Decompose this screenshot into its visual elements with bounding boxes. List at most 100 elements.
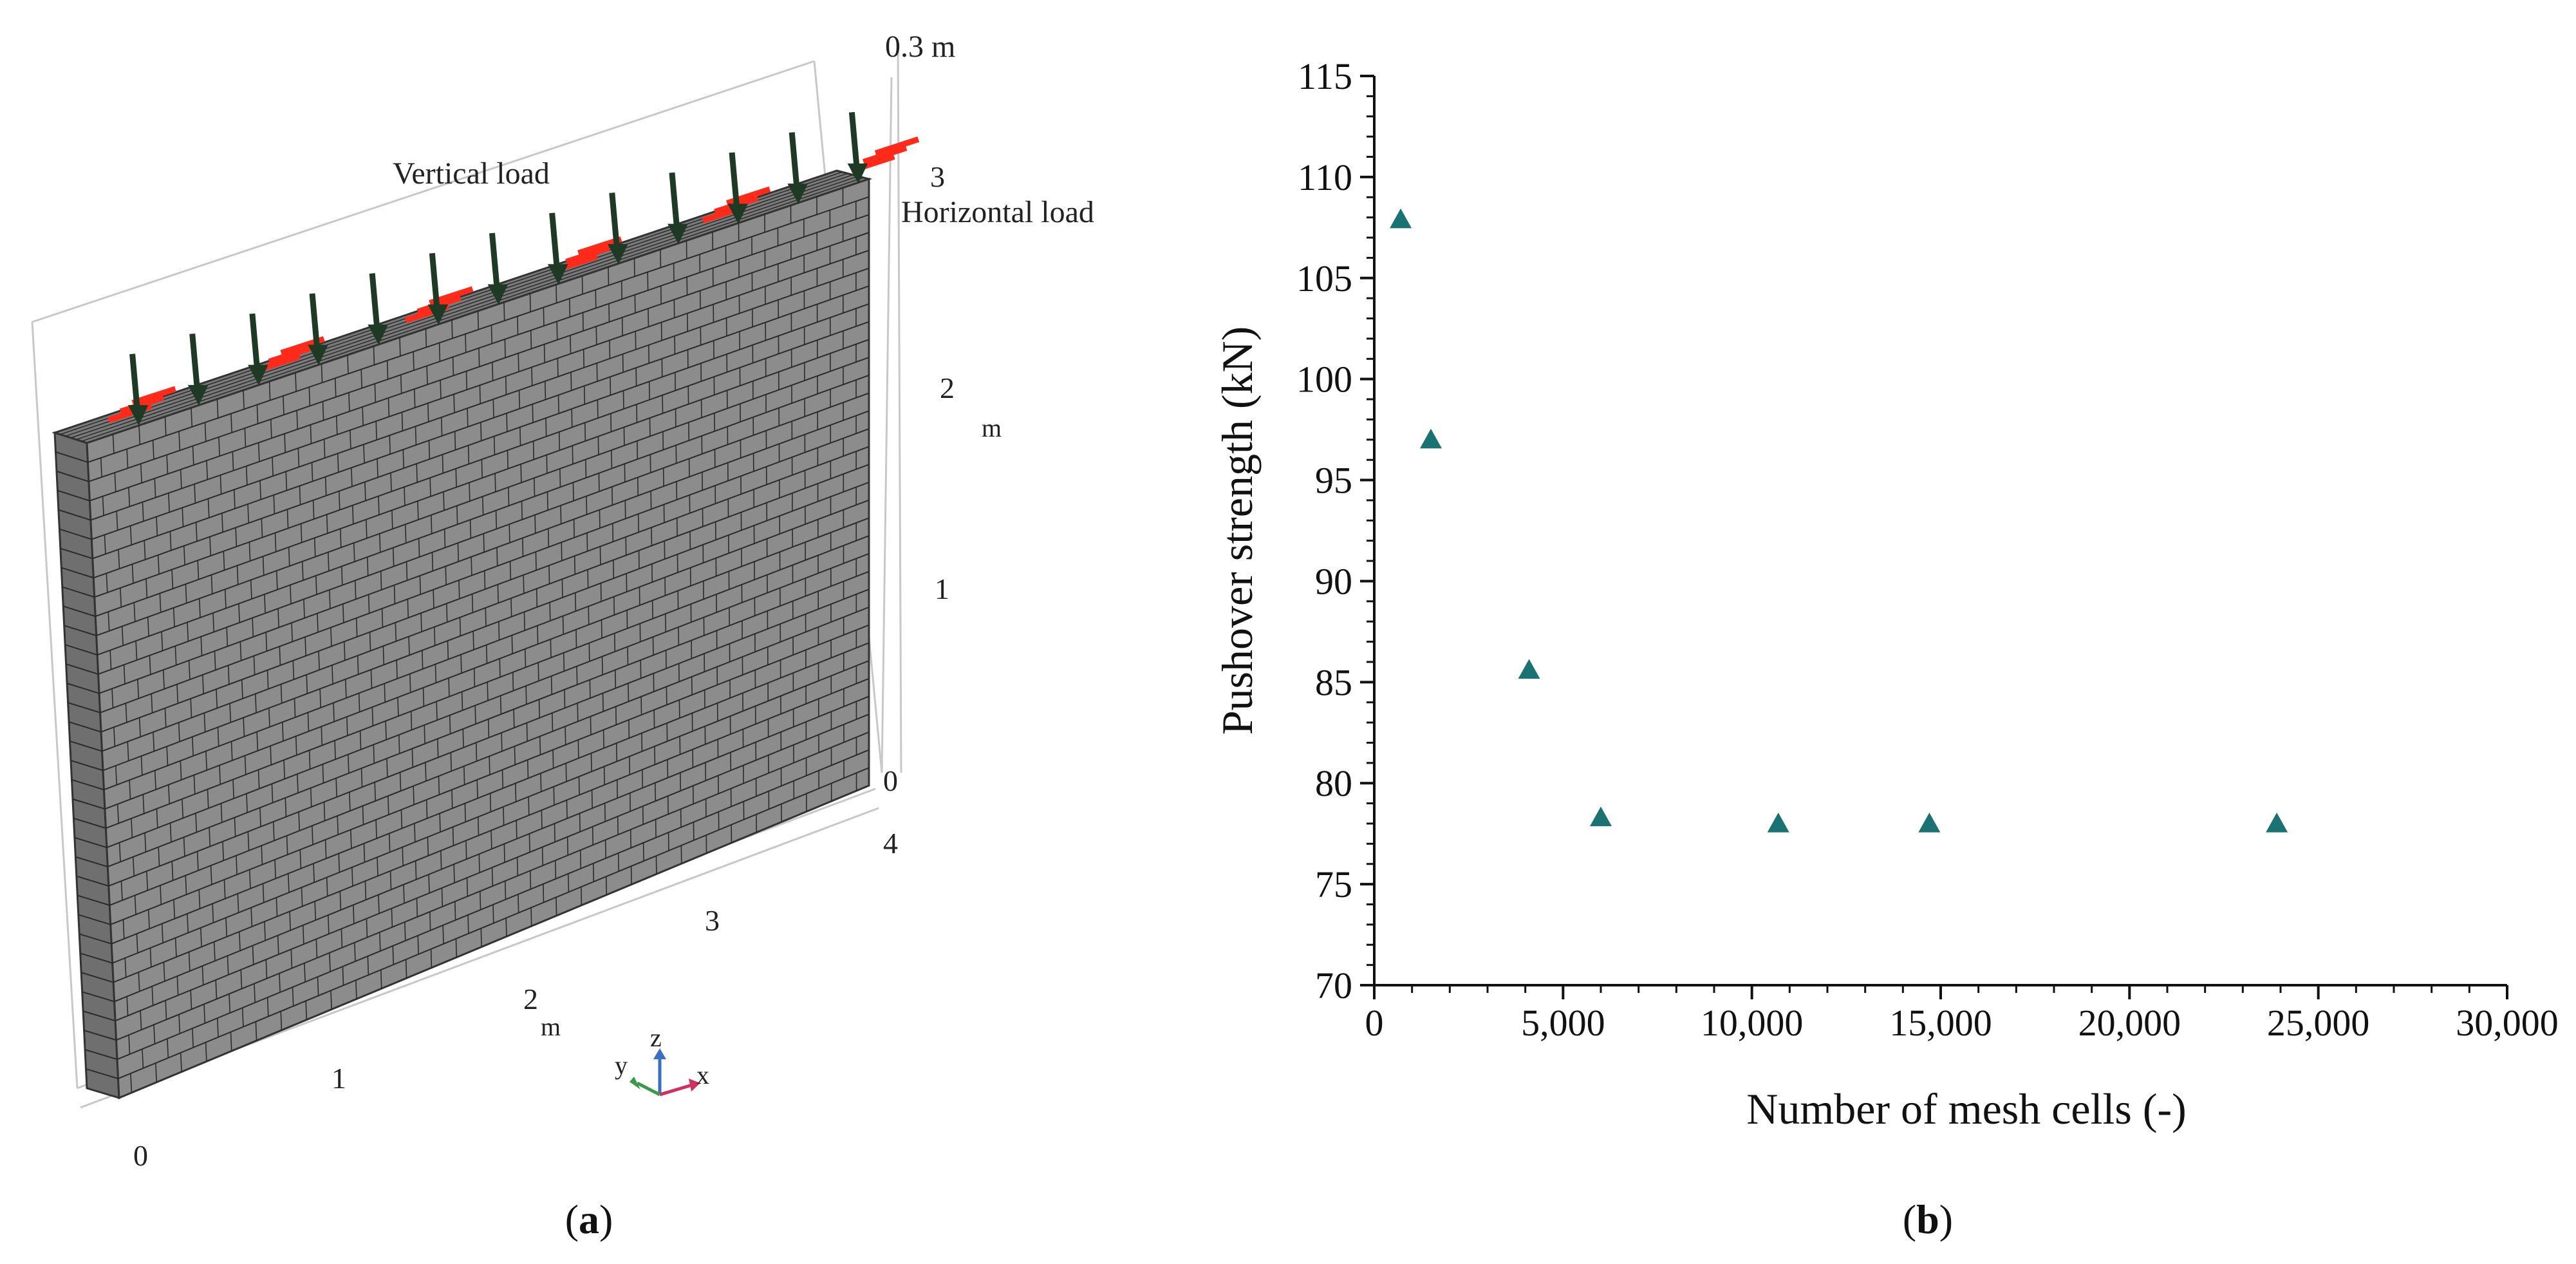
vertical-load-arrow: [789, 132, 800, 191]
mesh-col-line: [297, 448, 300, 467]
mesh-edge-line: [84, 1030, 117, 1041]
mesh-col-line: [153, 731, 155, 751]
mesh-col-line: [480, 891, 481, 910]
mesh-col-line: [561, 542, 563, 561]
mesh-col-line: [346, 717, 348, 736]
mesh-col-line: [550, 639, 552, 658]
mesh-col-line: [151, 693, 153, 713]
mesh-col-line: [364, 482, 366, 501]
triad-x-label: x: [696, 1061, 709, 1089]
mesh-col-line: [572, 482, 574, 501]
mesh-col-line: [378, 894, 380, 914]
mesh-col-line: [171, 861, 174, 881]
mesh-col-line: [154, 478, 156, 498]
thickness-label: 0.3 m: [885, 30, 955, 64]
mesh-col-line: [331, 665, 333, 684]
mesh-edge-line: [62, 605, 96, 618]
mesh-edge-line: [72, 798, 106, 810]
mesh-col-line: [306, 674, 308, 694]
mesh-col-line: [252, 945, 254, 965]
mesh-edge-line: [62, 586, 95, 598]
mesh-col-line: [142, 502, 144, 522]
mesh-col-line: [341, 929, 343, 948]
mesh-col-line: [601, 656, 603, 675]
mesh-col-line: [452, 357, 454, 376]
mesh-col-line: [539, 736, 541, 755]
mesh-col-line: [113, 727, 116, 747]
mesh-col-line: [216, 689, 218, 708]
mesh-col-line: [525, 686, 527, 704]
mesh-edge-line: [60, 547, 93, 560]
mesh-edge-line: [80, 952, 113, 964]
mesh-col-line: [241, 679, 243, 699]
mesh-col-line: [378, 496, 380, 515]
mesh-col-line: [429, 911, 431, 930]
mesh-col-line: [233, 489, 236, 509]
mesh-col-line: [546, 491, 548, 511]
mesh-col-line: [176, 976, 179, 995]
mesh-col-line: [377, 857, 378, 876]
mesh-col-line: [219, 475, 222, 495]
mesh-col-line: [382, 646, 385, 665]
mesh-col-line: [120, 588, 122, 607]
mesh-col-line: [275, 897, 278, 917]
mesh-col-line: [514, 746, 516, 765]
mesh-col-line: [134, 895, 136, 915]
mesh-col-line: [512, 672, 514, 691]
mesh-col-line: [402, 449, 404, 469]
mesh-col-line: [445, 566, 447, 585]
mesh-col-line: [198, 889, 201, 909]
mesh-col-line: [521, 501, 523, 520]
mesh-col-line: [288, 547, 290, 567]
mesh-edge-line: [70, 740, 102, 752]
mesh-col-line: [447, 641, 449, 660]
mesh-col-line: [317, 613, 319, 632]
mesh-col-line: [563, 652, 565, 672]
mesh-col-line: [466, 878, 469, 897]
horizontal-load-mark: [874, 137, 920, 156]
mesh-col-line: [239, 931, 241, 951]
mesh-col-line: [362, 406, 364, 426]
mesh-col-line: [243, 390, 245, 410]
mesh-col-line: [518, 353, 519, 372]
mesh-col-line: [295, 372, 297, 392]
mesh-col-line: [558, 431, 561, 451]
vertical-load-arrowhead: [248, 364, 268, 386]
mesh-col-line: [590, 716, 592, 735]
mesh-col-line: [509, 561, 512, 580]
mesh-col-line: [557, 358, 559, 377]
mesh-edge-line: [56, 470, 89, 482]
mesh-col-line: [565, 726, 566, 745]
chart-axes: 70 75 80 85 90 95 100 105 110 115 0 5,000 10,000 15,0…: [1296, 55, 2559, 1044]
mesh-col-line: [552, 750, 554, 769]
mesh-col-line: [377, 458, 378, 478]
mesh-edge-line: [57, 489, 90, 502]
mesh-col-line: [530, 330, 532, 349]
mesh-col-line: [252, 618, 254, 637]
mesh-col-line: [121, 626, 124, 646]
y-tick-label: 70: [1315, 965, 1352, 1006]
mesh-col-line: [283, 395, 285, 415]
horizontal-load-mark: [256, 354, 301, 373]
mesh-col-line: [205, 1042, 207, 1062]
vertical-load-arrow: [729, 152, 740, 211]
mesh-edge-line: [71, 778, 104, 791]
x-axis-title: Number of mesh cells (-): [1746, 1084, 2187, 1133]
vertical-load-arrow: [249, 313, 261, 372]
mesh-col-line: [191, 408, 193, 427]
mesh-col-line: [428, 440, 431, 460]
mesh-col-line: [528, 797, 530, 816]
mesh-col-line: [581, 887, 583, 905]
mesh-col-line: [158, 847, 160, 867]
mesh-col-line: [342, 603, 344, 623]
mesh-col-line: [225, 918, 228, 937]
mesh-col-line: [154, 770, 156, 790]
mesh-col-line: [230, 1032, 232, 1052]
y-tick-label: 85: [1315, 661, 1352, 703]
mesh-col-line: [518, 894, 519, 913]
mesh-col-line: [509, 524, 510, 543]
vertical-load-arrowhead: [487, 284, 509, 305]
mesh-col-line: [583, 386, 586, 404]
mesh-col-line: [224, 589, 227, 608]
